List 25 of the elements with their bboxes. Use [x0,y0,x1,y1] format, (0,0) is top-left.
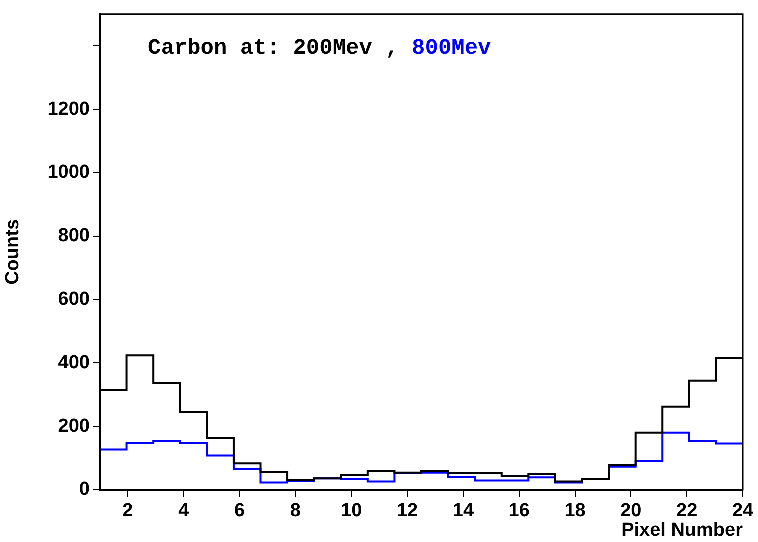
x-tick-label: 10 [341,500,362,522]
text: 800Mev [412,36,492,61]
y-tick-label: 1000 [48,162,90,184]
x-tick-label: 24 [732,500,754,522]
x-tick-label: 8 [290,500,301,522]
x-axis-title: Pixel Number [622,520,744,541]
text: 200Mev [293,36,372,61]
y-tick-label: 600 [58,288,90,310]
x-tick-label: 22 [676,500,698,522]
x-tick-label: 2 [122,500,134,522]
x-tick-label: 4 [178,500,190,522]
y-tick-label: 0 [79,479,90,500]
y-tick-label: 400 [58,352,90,374]
x-tick-label: 20 [620,500,642,522]
legend-title: Carbon at: [148,36,280,61]
y-tick-label: 1200 [48,98,90,120]
y-tick-label: 200 [58,416,90,437]
x-tick-label: 18 [564,500,586,522]
y-tick-label: 800 [58,226,90,247]
y-axis-title: Counts [2,219,24,285]
x-tick-label: 16 [508,500,530,522]
x-tick-label: 12 [396,500,418,522]
x-tick-label: 6 [234,500,246,522]
annotation: , [386,36,399,61]
x-tick-label: 14 [452,500,474,522]
